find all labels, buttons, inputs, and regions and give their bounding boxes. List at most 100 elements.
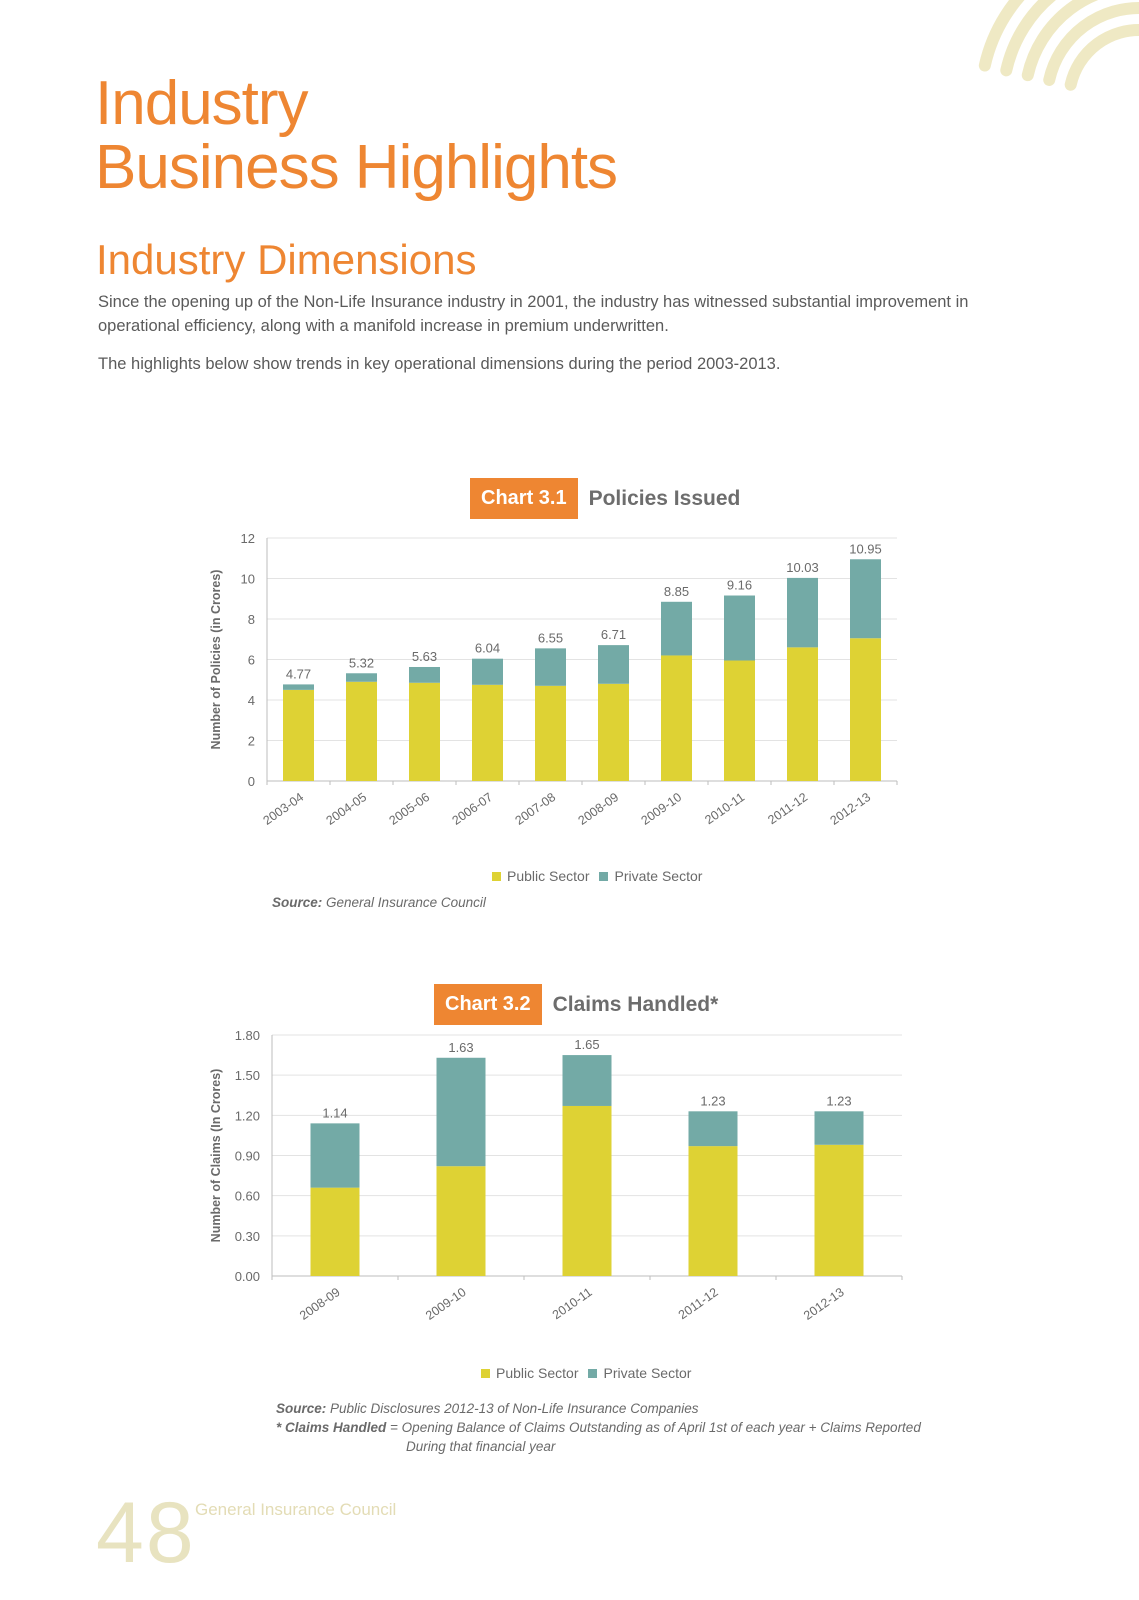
x-tick-label: 2007-08 xyxy=(513,790,559,828)
x-tick-label: 2008-09 xyxy=(576,790,622,828)
bar-total-label: 5.63 xyxy=(412,649,437,664)
bar-public-sector xyxy=(562,1105,612,1276)
bar-private-sector xyxy=(850,559,881,639)
page-title-line1: Industry xyxy=(95,69,309,138)
claims-footnote: * Claims Handled = Opening Balance of Cl… xyxy=(276,1418,921,1437)
claims-chart: 0.00 0.30 0.60 0.90 1.20 1.50 1.80 Number of Cl… xyxy=(209,1030,903,1323)
x-tick-label: 2006-07 xyxy=(450,790,496,828)
bar-public-sector xyxy=(661,655,692,781)
bar-total-label: 6.55 xyxy=(538,630,563,645)
y-tick-label: 10 xyxy=(241,572,255,587)
bar-public-sector xyxy=(787,647,818,781)
x-tick-label: 2012-13 xyxy=(828,790,874,828)
y-tick-label: 0.90 xyxy=(235,1149,260,1164)
page-number: 48 xyxy=(96,1485,196,1581)
bar-private-sector xyxy=(472,658,503,685)
y-axis-title: Number of Claims (In Crores) xyxy=(209,1069,223,1243)
y-tick-label: 0.30 xyxy=(235,1229,260,1244)
bar-public-sector xyxy=(472,684,503,781)
source-label: Source: xyxy=(272,895,323,910)
bar-public-sector xyxy=(688,1146,738,1276)
page-title: Industry Business Highlights xyxy=(95,69,618,202)
chart2-header: Chart 3.2 Claims Handled* xyxy=(434,984,718,1025)
y-axis-title: Number of Policies (in Crores) xyxy=(209,570,223,750)
legend-label-public: Public Sector xyxy=(507,868,590,884)
y-tick-label: 0.00 xyxy=(235,1269,260,1284)
policies-chart: 0 2 4 6 8 10 12 Number of Policies (in Crores) 4… xyxy=(209,531,898,828)
intro-paragraph: Since the opening up of the Non-Life Ins… xyxy=(98,293,969,335)
bar-private-sector xyxy=(661,601,692,656)
bar-private-sector xyxy=(283,684,314,690)
chart2-source: Source: Public Disclosures 2012-13 of No… xyxy=(276,1399,698,1418)
bar-total-label: 1.65 xyxy=(574,1037,599,1052)
x-tick-label: 2005-06 xyxy=(387,790,433,828)
chart1-title: Policies Issued xyxy=(588,486,741,510)
x-tick-label: 2008-09 xyxy=(297,1285,343,1323)
y-tick-label: 1.20 xyxy=(235,1108,260,1123)
y-tick-label: 0 xyxy=(248,774,255,789)
bar-total-label: 1.23 xyxy=(826,1093,851,1108)
bar-total-label: 10.95 xyxy=(849,541,882,556)
x-tick-label: 2010-11 xyxy=(550,1285,595,1322)
chart2-tag: Chart 3.2 xyxy=(434,984,542,1025)
x-tick-label: 2004-05 xyxy=(324,790,370,828)
legend-swatch-public xyxy=(481,1368,490,1378)
footnote-label: * Claims Handled xyxy=(276,1420,387,1435)
bar-public-sector xyxy=(310,1187,360,1276)
y-tick-label: 0.60 xyxy=(235,1189,260,1204)
bar-private-sector xyxy=(724,595,755,661)
bar-private-sector xyxy=(310,1123,360,1188)
y-tick-label: 8 xyxy=(248,612,255,627)
y-tick-label: 1.50 xyxy=(235,1068,260,1083)
chart1-tag: Chart 3.1 xyxy=(470,478,578,519)
x-tick-label: 2011-12 xyxy=(676,1285,721,1322)
bar-public-sector xyxy=(598,683,629,781)
legend-label-private: Private Sector xyxy=(614,868,703,884)
decorative-arc xyxy=(1021,0,1099,82)
bar-public-sector xyxy=(814,1144,864,1276)
bar-private-sector xyxy=(409,666,440,683)
bar-total-label: 1.23 xyxy=(700,1093,725,1108)
bar-total-label: 5.32 xyxy=(349,655,374,670)
bar-public-sector xyxy=(535,685,566,781)
bar-public-sector xyxy=(724,660,755,781)
legend-label-private: Private Sector xyxy=(603,1365,692,1381)
decorative-arc xyxy=(1064,24,1139,91)
x-tick-label: 2010-11 xyxy=(702,790,747,827)
y-tick-label: 4 xyxy=(248,693,255,708)
bar-total-label: 4.77 xyxy=(286,666,311,681)
bar-private-sector xyxy=(787,577,818,648)
bar-total-label: 6.04 xyxy=(475,641,500,656)
bar-private-sector xyxy=(346,673,377,682)
decorative-arcs xyxy=(978,0,1139,91)
bar-private-sector xyxy=(535,648,566,686)
legend-label-public: Public Sector xyxy=(496,1365,579,1381)
section-heading: Industry Dimensions xyxy=(96,236,477,283)
source-text: General Insurance Council xyxy=(326,895,486,910)
chart1-header: Chart 3.1 Policies Issued xyxy=(470,478,740,519)
legend-item-public: Public Sector xyxy=(481,1365,578,1381)
legend-item-private: Private Sector xyxy=(599,868,702,884)
page-title-line2: Business Highlights xyxy=(95,133,618,202)
bar-total-label: 10.03 xyxy=(786,560,819,575)
legend-swatch-private xyxy=(588,1368,598,1378)
bar-private-sector xyxy=(814,1111,864,1145)
bar-public-sector xyxy=(283,689,314,781)
y-tick-label: 6 xyxy=(248,653,255,668)
x-tick-label: 2003-04 xyxy=(261,790,307,828)
x-tick-label: 2009-10 xyxy=(639,790,685,828)
source-text: Public Disclosures 2012-13 of Non-Life I… xyxy=(330,1401,699,1416)
x-tick-label: 2009-10 xyxy=(423,1285,469,1323)
y-tick-label: 2 xyxy=(248,734,255,749)
chart1-source: Source: General Insurance Council xyxy=(272,893,486,912)
legend-swatch-private xyxy=(599,871,609,881)
footer-organization: General Insurance Council xyxy=(195,1500,397,1519)
x-tick-label: 2012-13 xyxy=(801,1285,847,1323)
bar-private-sector xyxy=(436,1057,486,1167)
bar-total-label: 6.71 xyxy=(601,627,626,642)
legend-item-public: Public Sector xyxy=(492,868,589,884)
bar-total-label: 1.63 xyxy=(448,1040,473,1055)
claims-footnote-line2: During that financial year xyxy=(406,1439,556,1454)
bar-private-sector xyxy=(562,1055,612,1106)
chart2-legend: Public Sector Private Sector xyxy=(481,1365,701,1381)
